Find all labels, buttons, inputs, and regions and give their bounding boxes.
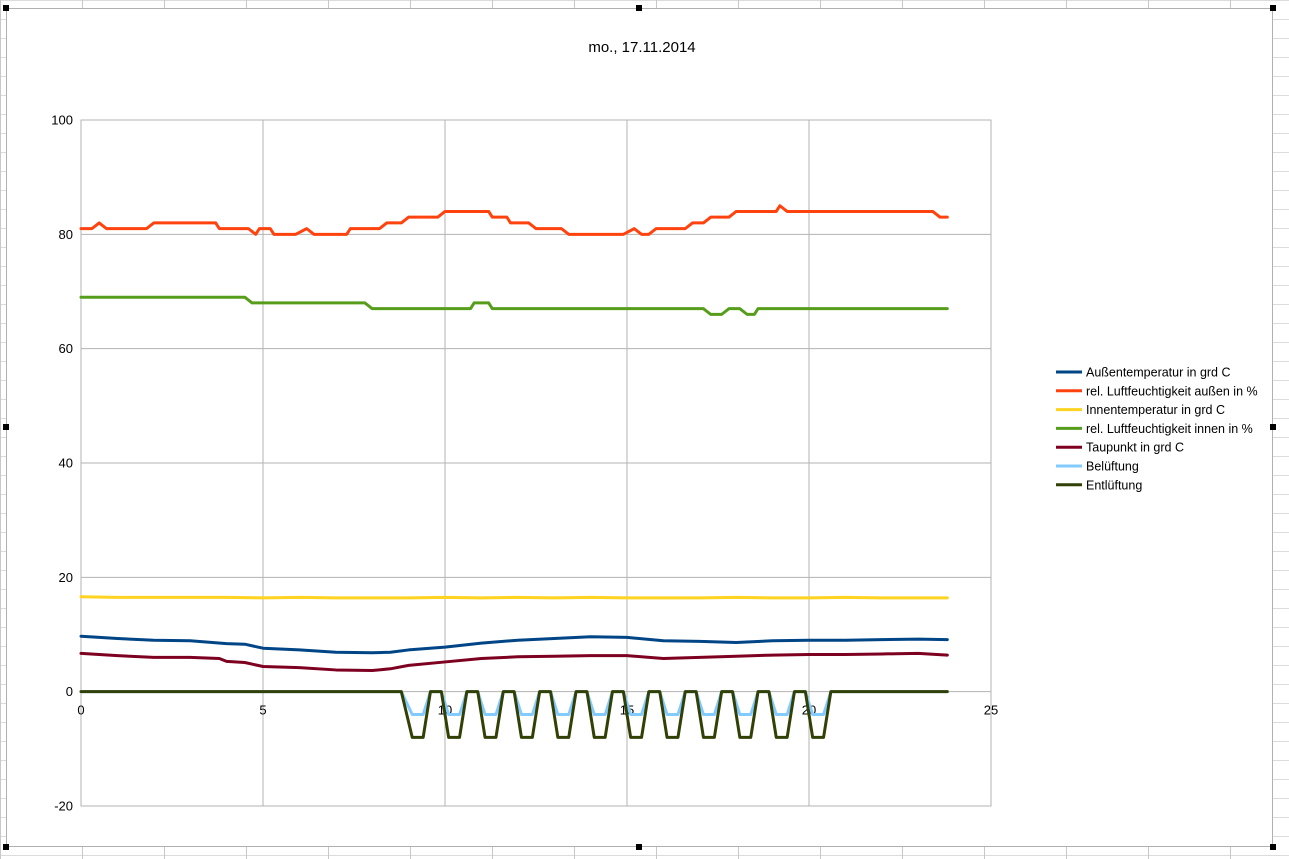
y-tick-label: 0 [66,684,73,699]
legend-label-5: Belüftung [1086,460,1139,474]
series-line-3 [79,295,949,316]
x-tick-label: 25 [984,703,998,718]
x-tick-label: 0 [77,703,84,718]
legend-label-6: Entlüftung [1086,478,1142,492]
series-line-1 [79,204,949,236]
legend: Außentemperatur in grd C rel. Luftfeuchti… [1056,366,1258,492]
selection-handle-bottom-left[interactable] [3,844,9,850]
series-line-6 [79,690,949,739]
y-tick-label: 60 [59,341,73,356]
legend-label-0: Außentemperatur in grd C [1086,366,1231,380]
series-line-0 [79,634,949,655]
y-tick-label: -20 [54,799,73,814]
y-tick-label: 40 [59,456,73,471]
y-tick-label: 100 [51,113,73,128]
legend-label-1: rel. Luftfeuchtigkeit außen in % [1086,384,1258,398]
series-lines [79,204,949,739]
y-axis: -20 0 20 40 60 80 100 [51,113,73,814]
selection-handle-bottom-center[interactable] [636,844,642,850]
series-line-2 [79,595,949,600]
selection-handle-middle-right[interactable] [1270,424,1276,430]
legend-label-4: Taupunkt in grd C [1086,441,1184,455]
selection-handle-top-right[interactable] [1270,5,1276,11]
selection-handle-top-left[interactable] [3,5,9,11]
selection-handle-top-center[interactable] [636,5,642,11]
plot-area [80,119,992,807]
series-line-4 [79,651,949,673]
selection-handle-bottom-right[interactable] [1270,844,1276,850]
x-tick-label: 5 [259,703,266,718]
legend-label-3: rel. Luftfeuchtigkeit innen in % [1086,422,1253,436]
legend-label-2: Innentemperatur in grd C [1086,403,1225,417]
y-tick-label: 80 [59,227,73,242]
selection-handle-middle-left[interactable] [3,424,9,430]
y-tick-label: 20 [59,570,73,585]
chart-title: mo., 17.11.2014 [588,39,695,56]
